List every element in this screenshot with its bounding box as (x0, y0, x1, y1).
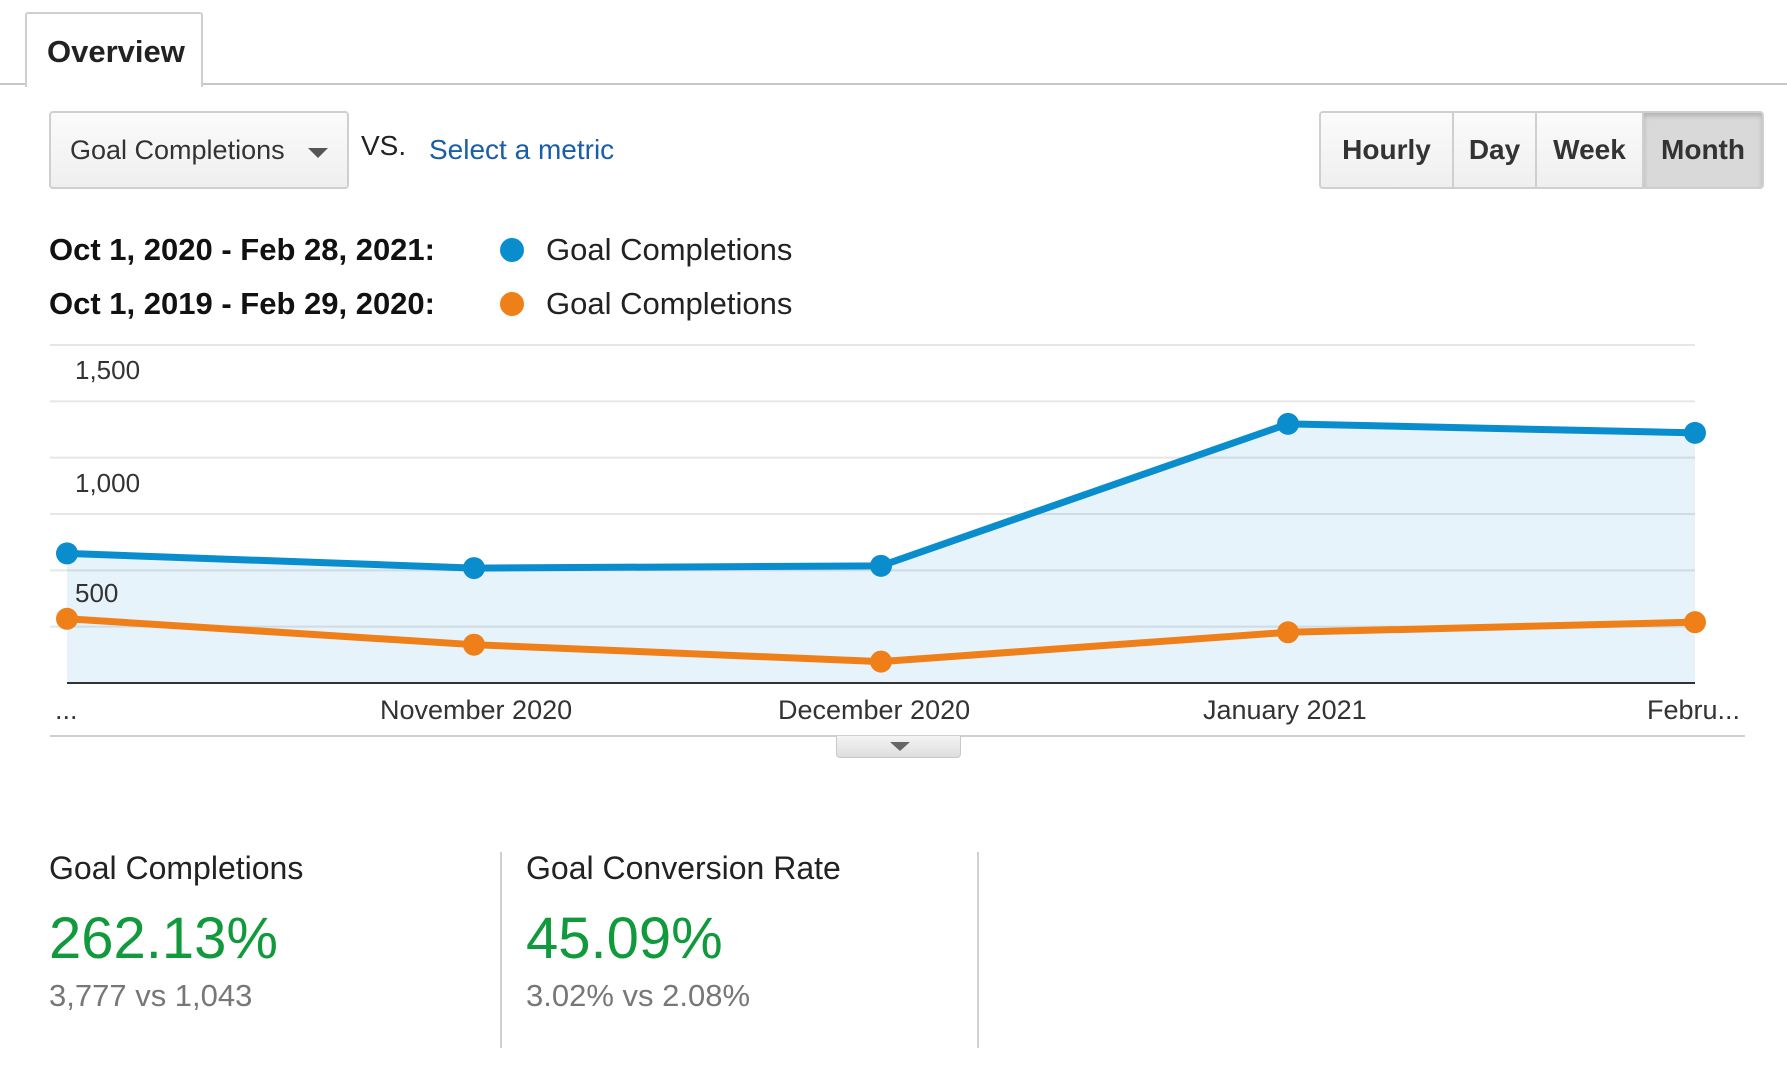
data-point (870, 650, 892, 673)
data-point (870, 554, 892, 577)
tab-bar: Overview (0, 0, 1787, 87)
divider (977, 852, 979, 1048)
scorecard-goal-completions: Goal Completions 262.13% 3,777 vs 1,043 (49, 850, 303, 1048)
chevron-down-icon (308, 148, 328, 158)
data-point (1277, 412, 1299, 435)
vs-label: VS. (361, 130, 407, 161)
legend-range: Oct 1, 2019 - Feb 29, 2020: (49, 286, 435, 321)
month-button[interactable]: Month (1644, 113, 1762, 187)
data-point (1277, 621, 1299, 644)
legend-dot-icon (500, 238, 524, 262)
legend-range: Oct 1, 2020 - Feb 28, 2021: (49, 232, 435, 267)
y-tick-label: 500 (75, 578, 119, 608)
chart-expand-toggle[interactable] (836, 736, 961, 758)
metric-dropdown-label: Goal Completions (70, 135, 285, 165)
granularity-toggle: Hourly Day Week Month (1319, 111, 1764, 189)
hourly-button[interactable]: Hourly (1321, 113, 1454, 187)
x-tick-label: Febru... (1647, 695, 1741, 725)
line-chart: 1,500 1,000 500 ... November 2020 Decemb… (0, 340, 1787, 760)
data-point (1684, 611, 1706, 634)
legend-series-name: Goal Completions (546, 232, 793, 267)
scorecard-title: Goal Completions (49, 850, 304, 886)
scorecard-value: 45.09% (526, 906, 723, 971)
legend-row-current: Oct 1, 2020 - Feb 28, 2021: Goal Complet… (49, 232, 792, 268)
day-button[interactable]: Day (1454, 113, 1537, 187)
data-point (463, 557, 485, 580)
metric-dropdown[interactable]: Goal Completions (49, 111, 349, 189)
x-tick-label: November 2020 (380, 695, 573, 725)
y-tick-label: 1,000 (75, 468, 141, 498)
series-area (67, 423, 1695, 683)
chart-canvas (50, 344, 1745, 737)
data-point (56, 542, 78, 565)
x-tick-label: January 2021 (1203, 695, 1367, 725)
data-point (463, 633, 485, 656)
scorecard-value: 262.13% (49, 906, 278, 971)
scorecard-goal-conversion-rate: Goal Conversion Rate 45.09% 3.02% vs 2.0… (526, 850, 841, 1048)
x-tick-label: December 2020 (778, 695, 971, 725)
scorecard-comparison: 3.02% vs 2.08% (526, 978, 751, 1013)
scorecard-comparison: 3,777 vs 1,043 (49, 978, 253, 1013)
legend-series-name: Goal Completions (546, 286, 793, 321)
scorecard-title: Goal Conversion Rate (526, 850, 841, 886)
divider (500, 852, 502, 1048)
legend-row-previous: Oct 1, 2019 - Feb 29, 2020: Goal Complet… (49, 286, 792, 322)
x-tick-label: ... (55, 695, 78, 725)
select-metric-link[interactable]: Select a metric (429, 134, 615, 165)
data-point (56, 607, 78, 630)
week-button[interactable]: Week (1537, 113, 1644, 187)
legend-dot-icon (500, 292, 524, 316)
data-point (1684, 421, 1706, 444)
chevron-down-icon (890, 742, 910, 751)
tab-overview[interactable]: Overview (25, 12, 203, 87)
y-tick-label: 1,500 (75, 355, 141, 385)
